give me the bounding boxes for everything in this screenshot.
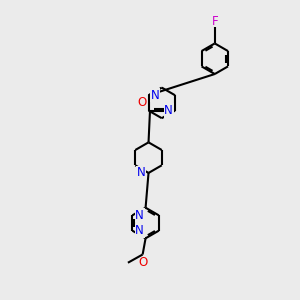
Text: N: N [135, 209, 144, 222]
Text: N: N [151, 89, 159, 102]
Text: N: N [164, 104, 173, 117]
Text: F: F [212, 15, 218, 28]
Text: O: O [137, 96, 146, 109]
Text: N: N [135, 224, 144, 237]
Text: N: N [137, 167, 146, 179]
Text: O: O [138, 256, 147, 269]
